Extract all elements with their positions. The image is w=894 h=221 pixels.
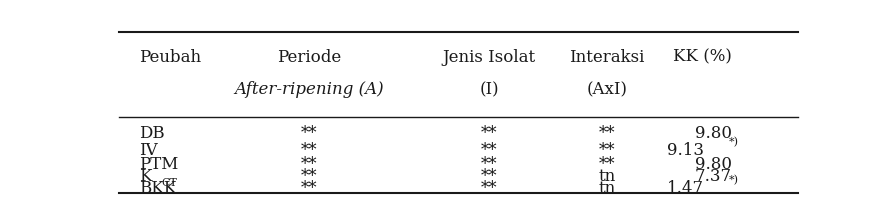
Text: PTM: PTM xyxy=(139,156,179,173)
Text: **: ** xyxy=(481,180,498,197)
Text: (AxI): (AxI) xyxy=(586,81,628,98)
Text: **: ** xyxy=(301,180,317,197)
Text: **: ** xyxy=(301,168,317,185)
Text: 1.47: 1.47 xyxy=(667,180,704,197)
Text: *): *) xyxy=(730,175,739,185)
Text: Peubah: Peubah xyxy=(139,49,201,66)
Text: 7.37: 7.37 xyxy=(695,168,732,185)
Text: After-ripening (A): After-ripening (A) xyxy=(234,81,384,98)
Text: **: ** xyxy=(599,142,615,159)
Text: Interaksi: Interaksi xyxy=(569,49,645,66)
Text: **: ** xyxy=(301,156,317,173)
Text: KK (%): KK (%) xyxy=(673,49,732,66)
Text: tn: tn xyxy=(598,168,616,185)
Text: (I): (I) xyxy=(479,81,499,98)
Text: **: ** xyxy=(301,142,317,159)
Text: DB: DB xyxy=(139,125,165,142)
Text: Jenis Isolat: Jenis Isolat xyxy=(443,49,536,66)
Text: **: ** xyxy=(599,156,615,173)
Text: **: ** xyxy=(481,125,498,142)
Text: **: ** xyxy=(301,125,317,142)
Text: **: ** xyxy=(481,156,498,173)
Text: BKK: BKK xyxy=(139,180,177,197)
Text: 9.13: 9.13 xyxy=(667,142,704,159)
Text: 9.80: 9.80 xyxy=(695,156,732,173)
Text: **: ** xyxy=(599,125,615,142)
Text: IV: IV xyxy=(139,142,158,159)
Text: **: ** xyxy=(481,168,498,185)
Text: **: ** xyxy=(481,142,498,159)
Text: K: K xyxy=(139,168,152,185)
Text: 9.80: 9.80 xyxy=(695,125,732,142)
Text: *): *) xyxy=(730,137,739,147)
Text: CT: CT xyxy=(162,178,178,188)
Text: tn: tn xyxy=(598,180,616,197)
Text: Periode: Periode xyxy=(277,49,342,66)
